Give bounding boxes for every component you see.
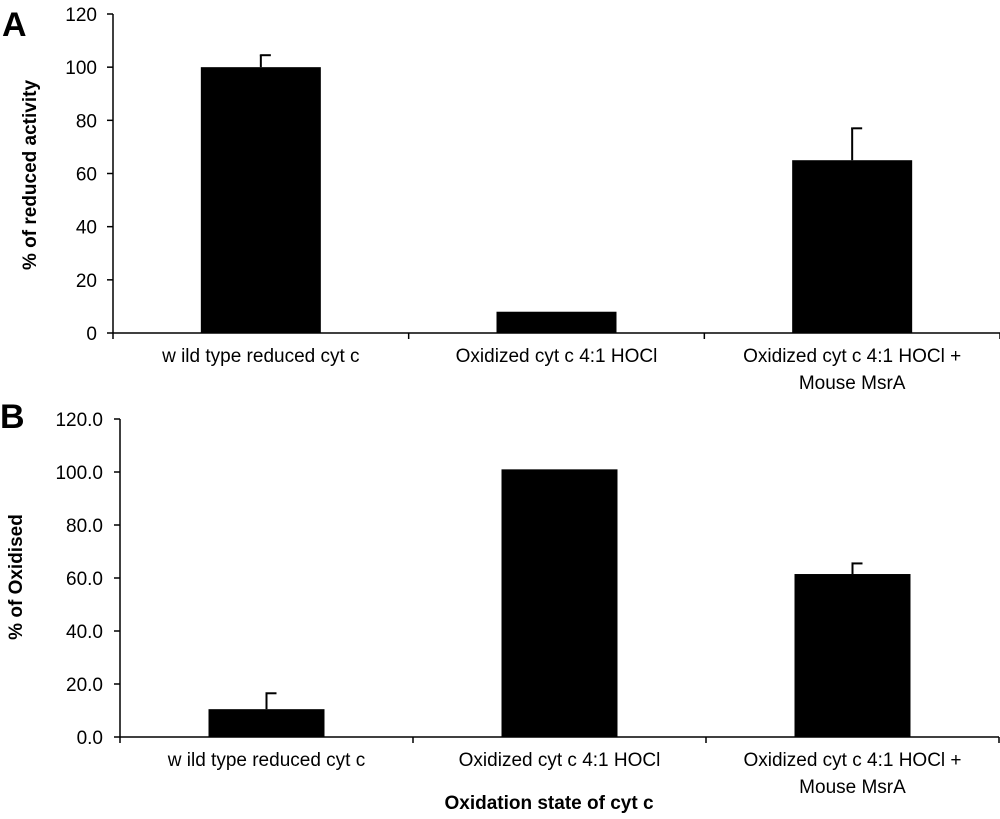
x-category-label: Oxidized cyt c 4:1 HOCl + — [743, 750, 961, 771]
x-category-label: Oxidized cyt c 4:1 HOCl — [459, 750, 661, 771]
y-axis-title: % of reduced activity — [20, 80, 41, 270]
bar — [208, 709, 325, 737]
panel-letter: A — [2, 6, 27, 44]
panel-letter: B — [0, 398, 25, 436]
x-category-label: Mouse MsrA — [799, 777, 906, 798]
bar — [200, 67, 321, 334]
y-tick-label: 100 — [65, 58, 97, 79]
chart-panel-a: A % of reduced activity 0 20 40 60 80 100 120 w… — [2, 5, 1000, 394]
bar — [496, 311, 617, 333]
y-axis-title: % of Oxidised — [6, 514, 27, 640]
y-tick-label: 80.0 — [66, 516, 103, 537]
x-category-label: Mouse MsrA — [799, 373, 906, 394]
x-category-label: Oxidized cyt c 4:1 HOCl + — [743, 346, 961, 367]
y-tick-label: 60 — [76, 165, 97, 186]
y-tick-label: 0 — [86, 324, 97, 345]
x-axis-title: Oxidation state of cyt c — [444, 793, 653, 814]
chart-marks: 0 20 40 60 80 100 120 w ild type reduced cyt c O… — [65, 5, 1000, 394]
y-tick-label: 120 — [65, 5, 97, 26]
bar — [501, 469, 618, 737]
y-tick-label: 120.0 — [55, 410, 103, 431]
y-tick-label: 40.0 — [66, 622, 103, 643]
x-category-label: w ild type reduced cyt c — [167, 750, 365, 771]
y-tick-label: 100.0 — [55, 463, 103, 484]
y-tick-label: 20.0 — [66, 675, 103, 696]
y-tick-label: 60.0 — [66, 569, 103, 590]
chart-marks: 0.0 20.0 40.0 60.0 80.0 100.0 120.0 w ild type … — [55, 410, 1000, 798]
y-tick-label: 40 — [76, 218, 97, 239]
y-tick-label: 0.0 — [77, 728, 103, 749]
bar — [794, 574, 911, 737]
y-tick-label: 80 — [76, 111, 97, 132]
y-tick-label: 20 — [76, 271, 97, 292]
bar — [792, 160, 913, 333]
x-category-label: Oxidized cyt c 4:1 HOCl — [456, 346, 658, 367]
x-category-label: w ild type reduced cyt c — [161, 346, 359, 367]
chart-panel-b: B % of Oxidised Oxidation state of cyt c… — [0, 398, 1000, 814]
